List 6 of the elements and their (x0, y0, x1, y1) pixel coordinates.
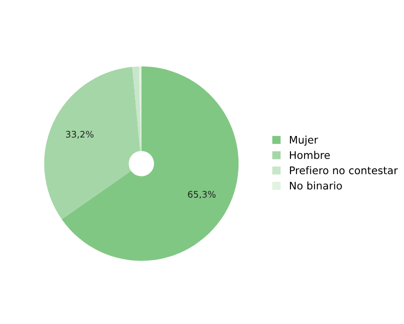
legend-label: Hombre (290, 150, 330, 159)
data-label: 33,2% (66, 130, 94, 139)
legend-label: No binario (290, 182, 342, 190)
data-label: 65,3% (188, 190, 216, 199)
legend-label: Prefiero no contestar (290, 166, 398, 174)
legend-label: Mujer (290, 136, 318, 146)
